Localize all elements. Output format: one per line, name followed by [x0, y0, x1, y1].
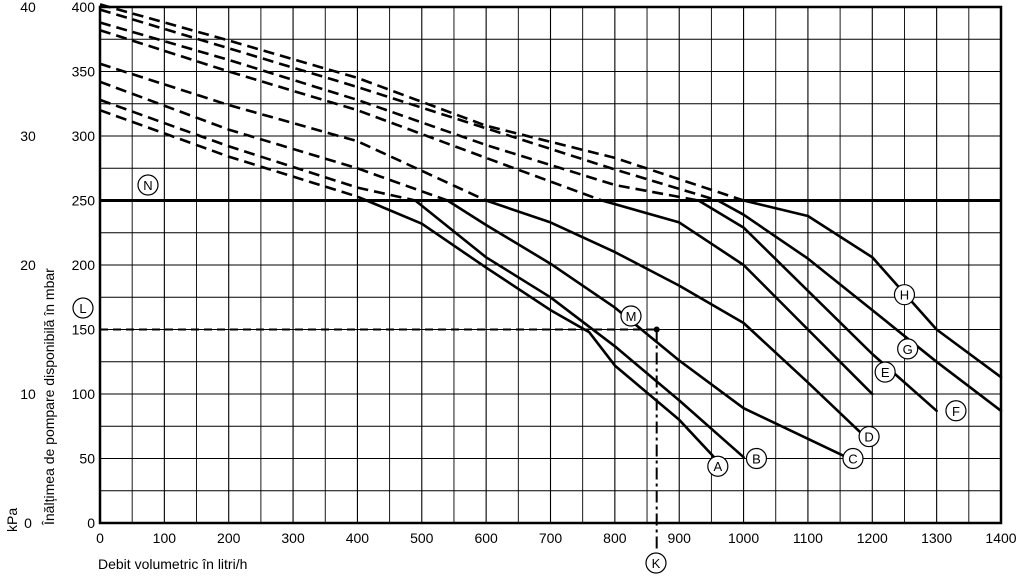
- series-F-solid: [697, 199, 938, 413]
- y-tick-label: 250: [72, 193, 96, 209]
- series-layer: [99, 3, 1003, 463]
- x-tick-label: 300: [281, 530, 305, 546]
- y2-tick-label: 30: [20, 128, 36, 144]
- x-tick-label: 1400: [985, 530, 1016, 546]
- x-tick-label: 1200: [857, 530, 888, 546]
- y-tick-label: 0: [87, 515, 95, 531]
- curve-H-marker: [893, 284, 916, 306]
- y2-tick-label: 10: [20, 386, 36, 402]
- label-K-circle: [645, 552, 667, 574]
- series-C-solid: [446, 199, 848, 459]
- curve-B-marker: [745, 447, 768, 470]
- curve-C-label: C: [848, 452, 857, 467]
- label-K-text: K: [652, 556, 661, 571]
- series-A-solid: [365, 199, 720, 463]
- x-tick-label: 1000: [728, 530, 759, 546]
- series-E-solid: [600, 199, 874, 396]
- series-G-solid: [716, 199, 1003, 413]
- series-H: [99, 3, 1003, 379]
- series-C-dashed: [99, 80, 448, 202]
- y-tick-label: 150: [72, 322, 96, 338]
- curve-F-marker: [945, 400, 967, 422]
- series-C: [99, 80, 848, 459]
- y-tick-label: 400: [72, 0, 96, 15]
- curve-G-marker: [897, 338, 919, 360]
- x-tick-label: 600: [474, 530, 498, 546]
- series-H-solid: [742, 199, 1003, 379]
- y-tick-label: 100: [72, 386, 96, 402]
- y2-axis-label: kPa: [4, 508, 20, 532]
- series-D: [99, 62, 861, 433]
- series-G: [99, 8, 1003, 413]
- reference-marker-group: [100, 326, 660, 552]
- series-E-dashed: [99, 28, 603, 202]
- curve-A-marker: [707, 455, 729, 477]
- tick-labels: 0 100 200 300 400 500 600 700 800 900 1000 1100 1200…: [20, 0, 1017, 546]
- y2-tick-label: 20: [20, 257, 36, 273]
- y-axis-label: Înălțimea de pompare disponibilă în mbar: [41, 268, 57, 526]
- series-F-dashed: [99, 21, 699, 202]
- curve-E-marker: [874, 361, 896, 383]
- label-M-text: M: [626, 309, 637, 324]
- series-A: [99, 108, 720, 463]
- curve-markers: A B CD E F G H: [707, 284, 967, 477]
- x-tick-label: 1100: [793, 530, 823, 546]
- series-G-dashed: [99, 8, 719, 202]
- label-L-text: L: [79, 301, 86, 316]
- curve-A-label: A: [713, 459, 722, 474]
- curve-E-label: E: [881, 365, 890, 380]
- x-tick-label: 800: [603, 530, 627, 546]
- operating-point: [653, 326, 660, 333]
- series-H-dashed: [99, 3, 745, 202]
- plot-frame: [98, 5, 1003, 525]
- label-N-circle: [137, 174, 159, 196]
- label-M-circle: [620, 305, 642, 327]
- label-L-marker: L: [72, 297, 94, 319]
- y-tick-label: 200: [72, 257, 96, 273]
- label-K-marker: K: [645, 552, 667, 574]
- y-tick-label: 50: [79, 451, 95, 467]
- x-tick-label: 200: [217, 530, 241, 546]
- label-N-marker: N: [137, 174, 159, 196]
- chart-grid: [98, 5, 1003, 525]
- x-tick-label: 0: [96, 530, 104, 546]
- curve-D-marker: [858, 425, 880, 448]
- label-L-circle: [72, 297, 94, 319]
- y2-tick-label: 40: [20, 0, 36, 15]
- curve-D-label: D: [864, 430, 873, 445]
- y-tick-label: 300: [72, 128, 96, 144]
- x-tick-label: 700: [539, 530, 563, 546]
- x-tick-label: 500: [410, 530, 434, 546]
- curve-H-label: H: [900, 288, 909, 303]
- curve-C-marker: [842, 447, 864, 470]
- label-M-marker: M: [620, 305, 642, 327]
- series-B-dashed: [99, 98, 416, 202]
- series-E: [99, 28, 874, 396]
- series-B-solid: [413, 199, 745, 459]
- x-axis-label: Debit volumetric în litri/h: [98, 556, 247, 572]
- series-A-dashed: [99, 108, 368, 202]
- series-B: [99, 98, 745, 459]
- y2-tick-label: 0: [24, 515, 32, 531]
- series-D-solid: [484, 199, 861, 433]
- x-tick-label: 400: [346, 530, 370, 546]
- label-N-text: N: [143, 178, 152, 193]
- x-tick-label: 900: [668, 530, 692, 546]
- curve-G-label: G: [903, 342, 913, 357]
- y-tick-label: 350: [72, 64, 96, 80]
- curve-F-label: F: [952, 404, 960, 419]
- x-tick-label: 100: [153, 530, 177, 546]
- x-tick-label: 1300: [921, 530, 952, 546]
- curve-B-label: B: [752, 452, 761, 467]
